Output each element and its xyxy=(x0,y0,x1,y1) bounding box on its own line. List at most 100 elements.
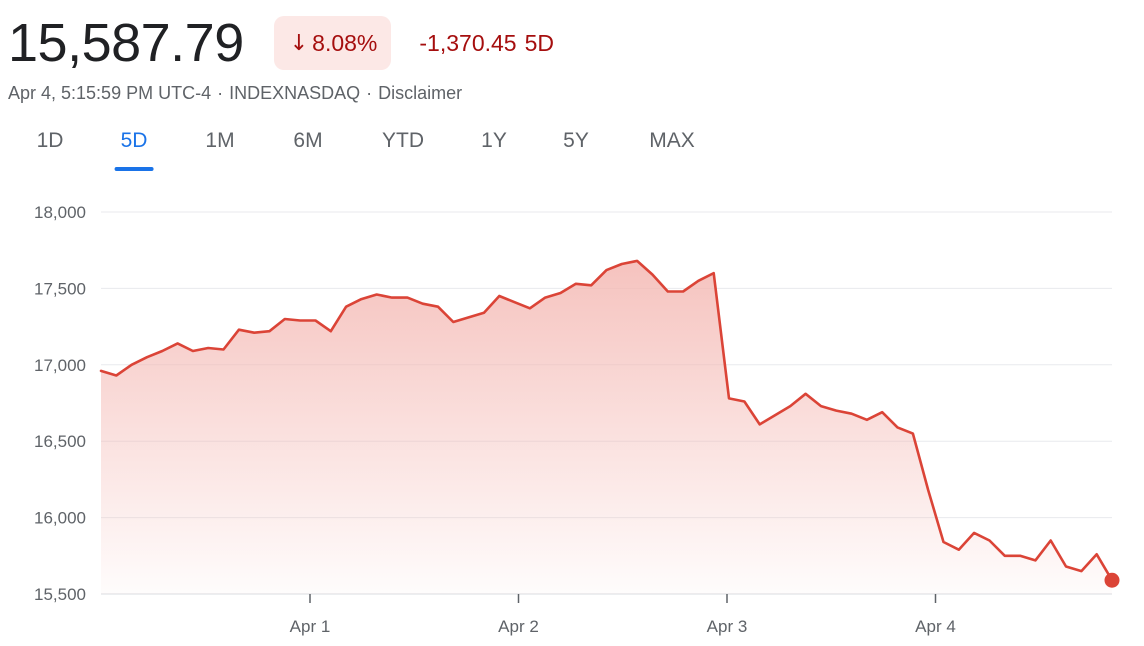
y-tick-label: 15,500 xyxy=(34,585,86,604)
absolute-change: -1,370.45 5D xyxy=(419,30,554,57)
data-point xyxy=(253,332,255,334)
data-point xyxy=(866,419,868,421)
disclaimer-link[interactable]: Disclaimer xyxy=(378,83,463,103)
data-point xyxy=(284,318,286,320)
data-point xyxy=(391,296,393,298)
tab-label: 1Y xyxy=(481,129,507,152)
data-point xyxy=(544,296,546,298)
data-point xyxy=(1004,555,1006,557)
data-point xyxy=(345,306,347,308)
data-point xyxy=(881,411,883,413)
data-point xyxy=(268,330,270,332)
data-point xyxy=(605,269,607,271)
tab-1y[interactable]: 1Y xyxy=(481,125,507,167)
data-point xyxy=(513,301,515,303)
data-point xyxy=(590,284,592,286)
current-price: 15,587.79 xyxy=(8,13,244,73)
y-tick-label: 18,000 xyxy=(34,203,86,222)
data-point xyxy=(360,298,362,300)
tab-6m[interactable]: 6M xyxy=(293,125,322,167)
tab-1m[interactable]: 1M xyxy=(205,125,234,167)
x-tick-label: Apr 3 xyxy=(707,617,748,636)
series-line xyxy=(99,259,1114,582)
data-point xyxy=(222,348,224,350)
data-point xyxy=(452,321,454,323)
data-point xyxy=(437,306,439,308)
data-point xyxy=(376,293,378,295)
x-tick-label: Apr 1 xyxy=(290,617,331,636)
last-point-marker xyxy=(1104,572,1120,588)
separator: · xyxy=(217,83,224,103)
data-point xyxy=(115,374,117,376)
tab-max[interactable]: MAX xyxy=(649,125,695,167)
data-point xyxy=(728,397,730,399)
data-point xyxy=(238,328,240,330)
data-point xyxy=(789,405,791,407)
data-point xyxy=(743,400,745,402)
data-point xyxy=(421,302,423,304)
tab-label: 6M xyxy=(293,129,323,152)
data-point xyxy=(1050,539,1052,541)
y-tick-label: 16,000 xyxy=(34,509,86,528)
data-point xyxy=(850,412,852,414)
x-tick-label: Apr 4 xyxy=(915,617,956,636)
data-point xyxy=(835,409,837,411)
price-row: 15,587.79 ↓ 8.08% -1,370.45 5D xyxy=(8,8,554,78)
separator: · xyxy=(366,83,373,103)
data-point xyxy=(406,296,408,298)
data-point xyxy=(1095,553,1097,555)
y-tick-label: 17,500 xyxy=(34,279,86,298)
y-tick-label: 17,000 xyxy=(34,356,86,375)
data-point xyxy=(314,319,316,321)
tab-label: 5D xyxy=(120,129,148,152)
data-point xyxy=(621,263,623,265)
data-point xyxy=(1034,559,1036,561)
y-tick-label: 16,500 xyxy=(34,432,86,451)
data-point xyxy=(912,432,914,434)
data-point xyxy=(713,272,715,274)
data-point xyxy=(192,350,194,352)
change-range-label: 5D xyxy=(524,29,554,56)
data-point xyxy=(804,393,806,395)
data-point xyxy=(299,319,301,321)
data-point xyxy=(774,414,776,416)
data-point xyxy=(896,426,898,428)
data-point xyxy=(820,405,822,407)
data-point xyxy=(651,273,653,275)
data-point xyxy=(529,307,531,309)
tab-5d[interactable]: 5D xyxy=(114,125,154,171)
data-point xyxy=(758,423,760,425)
data-point xyxy=(942,541,944,543)
tab-5y[interactable]: 5Y xyxy=(563,125,589,167)
data-point xyxy=(958,548,960,550)
data-point xyxy=(927,489,929,491)
percent-change-badge: ↓ 8.08% xyxy=(273,16,392,70)
tab-label: MAX xyxy=(649,129,695,152)
data-point xyxy=(498,295,500,297)
data-point xyxy=(146,356,148,358)
data-point xyxy=(988,539,990,541)
absolute-change-value: -1,370.45 xyxy=(419,29,517,56)
percent-change: 8.08% xyxy=(312,29,378,56)
active-tab-indicator xyxy=(114,167,154,171)
data-point xyxy=(575,283,577,285)
data-point xyxy=(682,290,684,292)
data-point xyxy=(207,347,209,349)
tab-label: 1D xyxy=(36,129,64,152)
data-point xyxy=(161,350,163,352)
x-tick-label: Apr 2 xyxy=(498,617,539,636)
data-point xyxy=(697,280,699,282)
data-point xyxy=(1019,555,1021,557)
data-point xyxy=(467,316,469,318)
arrow-down-icon: ↓ xyxy=(289,30,309,56)
tab-1d[interactable]: 1D xyxy=(37,125,64,167)
data-point xyxy=(130,364,132,366)
tab-label: 5Y xyxy=(563,129,589,152)
tab-label: YTD xyxy=(382,129,424,152)
data-point xyxy=(973,532,975,534)
data-point xyxy=(330,330,332,332)
area-fill xyxy=(101,260,1112,594)
data-point xyxy=(176,342,178,344)
tab-ytd[interactable]: YTD xyxy=(382,125,424,167)
